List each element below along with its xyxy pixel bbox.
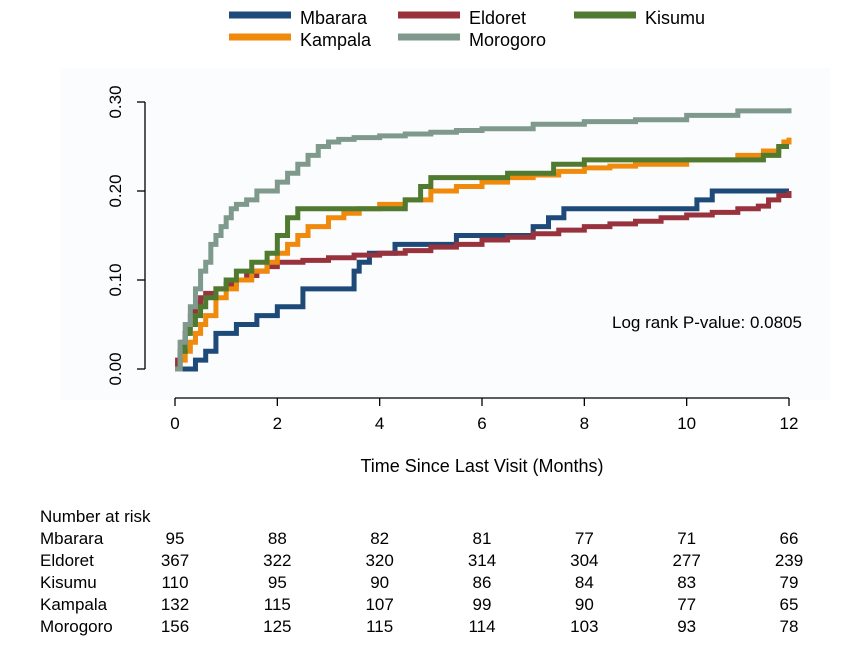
axes-layer: 0.00 0.10 0.20 0.30 0 2 4 6 8 10 12	[106, 85, 798, 433]
risk-row-label: Eldoret	[40, 551, 94, 570]
risk-cell: 156	[161, 617, 189, 636]
risk-cell: 277	[672, 551, 700, 570]
legend-item-mbarara: Mbarara	[229, 8, 368, 28]
risk-cell: 77	[677, 595, 696, 614]
risk-cell: 79	[780, 573, 799, 592]
risk-cell: 99	[473, 595, 492, 614]
risk-cell: 125	[263, 617, 291, 636]
legend-label: Kisumu	[645, 8, 705, 28]
risk-cell: 83	[677, 573, 696, 592]
x-tick-label: 12	[780, 414, 799, 433]
risk-cell: 71	[677, 529, 696, 548]
risk-cell: 115	[366, 617, 393, 636]
x-tick-label: 2	[273, 414, 282, 433]
legend-item-morogoro: Morogoro	[398, 30, 546, 50]
risk-cell: 239	[775, 551, 803, 570]
risk-cell: 367	[161, 551, 189, 570]
risk-cell: 82	[370, 529, 389, 548]
risk-cell: 95	[166, 529, 185, 548]
risk-cell: 314	[468, 551, 496, 570]
risk-row-label: Morogoro	[40, 617, 113, 636]
y-tick-label: 0.20	[106, 174, 125, 207]
risk-cell: 110	[161, 573, 188, 592]
series-line-eldoret	[175, 191, 792, 372]
risk-row-mbarara: Mbarara 95 88 82 81 77 71 66	[40, 529, 798, 548]
risk-row-kampala: Kampala 132 115 107 99 90 77 65	[40, 595, 798, 614]
series-line-kampala	[175, 137, 792, 372]
risk-cell: 115	[264, 595, 291, 614]
risk-row-label: Kampala	[40, 595, 108, 614]
risk-cell: 65	[780, 595, 799, 614]
risk-cell: 84	[575, 573, 594, 592]
risk-cell: 320	[365, 551, 393, 570]
series-line-morogoro	[175, 108, 792, 372]
risk-row-label: Mbarara	[40, 529, 104, 548]
risk-row-morogoro: Morogoro 156 125 115 114 103 93 78	[40, 617, 798, 636]
logrank-annotation: Log rank P-value: 0.0805	[612, 313, 802, 332]
risk-cell: 304	[570, 551, 598, 570]
risk-cell: 81	[473, 529, 492, 548]
legend-item-kampala: Kampala	[229, 30, 372, 50]
risk-cell: 78	[780, 617, 799, 636]
risk-cell: 86	[473, 573, 492, 592]
risk-cell: 103	[570, 617, 598, 636]
series-line-kisumu	[175, 144, 789, 372]
risk-row-label: Kisumu	[40, 573, 97, 592]
risk-cell: 88	[268, 529, 287, 548]
legend-item-eldoret: Eldoret	[398, 8, 526, 28]
legend-label: Kampala	[300, 30, 372, 50]
series-line-mbarara	[175, 188, 789, 372]
risk-cell: 107	[365, 595, 393, 614]
x-axis-title: Time Since Last Visit (Months)	[360, 456, 603, 476]
risk-cell: 93	[677, 617, 696, 636]
risk-cell: 95	[268, 573, 287, 592]
risk-cell: 90	[575, 595, 594, 614]
y-tick-label: 0.10	[106, 263, 125, 296]
risk-cell: 132	[161, 595, 189, 614]
risk-cell: 77	[575, 529, 594, 548]
risk-table: Number at risk Mbarara 95 88 82 81 77 71 66 Eldor…	[40, 507, 803, 636]
x-tick-label: 10	[677, 414, 696, 433]
x-tick-label: 6	[477, 414, 486, 433]
y-tick-label: 0.00	[106, 352, 125, 385]
x-tick-label: 4	[375, 414, 384, 433]
risk-row-eldoret: Eldoret 367 322 320 314 304 277 239	[40, 551, 803, 570]
risk-cell: 90	[370, 573, 389, 592]
x-tick-label: 8	[580, 414, 589, 433]
legend-label: Eldoret	[469, 8, 526, 28]
legend-label: Morogoro	[469, 30, 546, 50]
x-tick-label: 0	[170, 414, 179, 433]
risk-row-kisumu: Kisumu 110 95 90 86 84 83 79	[40, 573, 798, 592]
legend: Mbarara Eldoret Kisumu Kampala Morogoro	[229, 8, 705, 50]
y-tick-label: 0.30	[106, 85, 125, 118]
risk-table-title: Number at risk	[40, 507, 151, 526]
legend-label: Mbarara	[300, 8, 368, 28]
legend-item-kisumu: Kisumu	[574, 8, 705, 28]
risk-cell: 66	[780, 529, 799, 548]
series-layer	[175, 108, 792, 372]
risk-cell: 322	[263, 551, 291, 570]
risk-cell: 114	[468, 617, 495, 636]
